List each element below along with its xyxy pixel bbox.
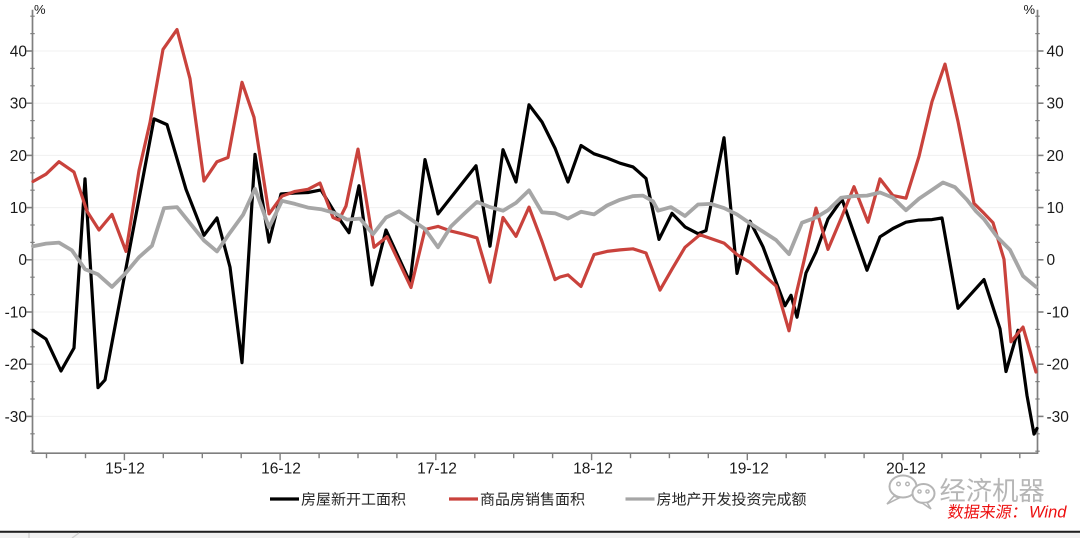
svg-text:16-12: 16-12	[261, 461, 301, 478]
svg-text:%: %	[1023, 2, 1035, 17]
svg-text:18-12: 18-12	[573, 461, 613, 478]
svg-text:-10: -10	[1047, 304, 1070, 321]
svg-text:20: 20	[1047, 148, 1065, 165]
svg-text:0: 0	[18, 252, 27, 269]
svg-text:17-12: 17-12	[417, 461, 457, 478]
svg-text:10: 10	[1047, 200, 1065, 217]
svg-text:-30: -30	[1047, 409, 1070, 426]
svg-text:30: 30	[1047, 96, 1065, 113]
svg-text:19-12: 19-12	[729, 461, 769, 478]
svg-text:20-12: 20-12	[886, 461, 926, 478]
svg-text:-30: -30	[5, 409, 28, 426]
svg-text:-20: -20	[1047, 357, 1070, 374]
svg-text:-20: -20	[5, 357, 28, 374]
svg-text:15-12: 15-12	[105, 461, 145, 478]
svg-text:%: %	[34, 2, 46, 17]
svg-text:40: 40	[10, 43, 28, 60]
svg-text:-10: -10	[5, 304, 28, 321]
svg-text:Wind: Wind	[1029, 504, 1067, 522]
svg-text:0: 0	[1047, 252, 1056, 269]
svg-text:40: 40	[1047, 43, 1065, 60]
svg-text:30: 30	[10, 96, 28, 113]
svg-text:20: 20	[10, 148, 28, 165]
svg-text:10: 10	[10, 200, 28, 217]
